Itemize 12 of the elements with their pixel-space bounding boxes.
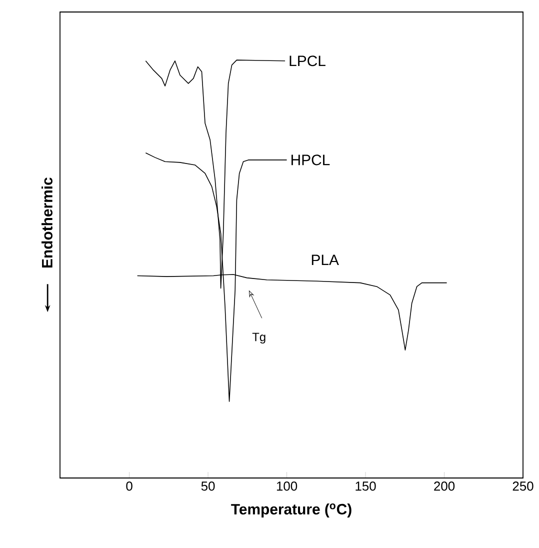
x-tick-label: 0 bbox=[126, 482, 132, 491]
x-tick-label: 150 bbox=[356, 482, 376, 491]
y-axis-title: Endothermic bbox=[42, 178, 52, 268]
x-tick-label: 200 bbox=[434, 482, 455, 491]
x-axis-title: Temperature ($^{o}$C) bbox=[231, 504, 352, 518]
series-label: LPCL bbox=[290, 56, 326, 66]
series-label: PLA bbox=[312, 254, 339, 266]
x-tick-label: 100 bbox=[276, 482, 298, 491]
annotation: Tg bbox=[252, 332, 266, 344]
x-tick-label: 250 bbox=[512, 482, 534, 491]
series-label: HPCL bbox=[292, 154, 330, 166]
x-tick-label: 50 bbox=[201, 482, 215, 491]
